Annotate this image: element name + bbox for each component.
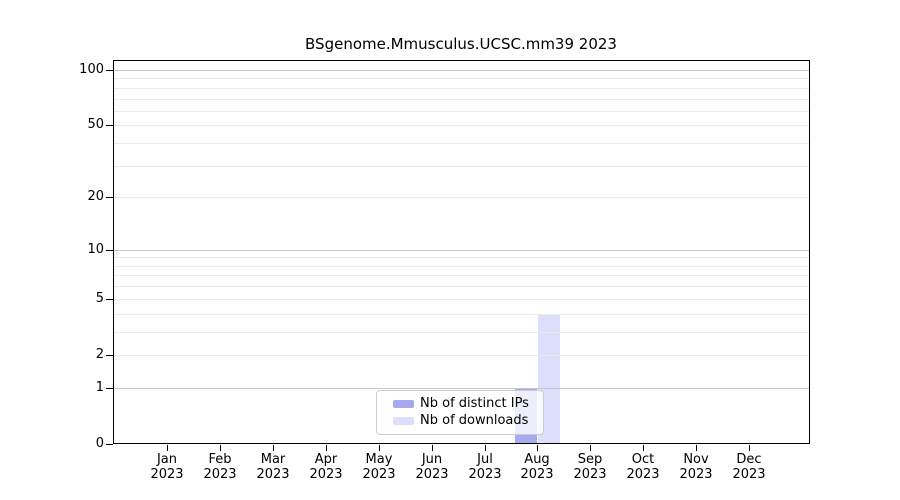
x-tick-label: Aug 2023 bbox=[507, 452, 567, 482]
x-tick bbox=[379, 445, 380, 451]
y-tick bbox=[106, 355, 113, 356]
x-tick-label: Dec 2023 bbox=[719, 452, 779, 482]
legend-swatch bbox=[393, 417, 414, 426]
x-tick-label: Nov 2023 bbox=[666, 452, 726, 482]
y-tick-label: 50 bbox=[87, 117, 104, 132]
x-tick-label: Mar 2023 bbox=[243, 452, 303, 482]
x-tick bbox=[749, 445, 750, 451]
legend-swatch bbox=[393, 399, 414, 408]
x-tick-month: Jan bbox=[156, 452, 178, 467]
y-tick bbox=[106, 125, 113, 126]
major-gridline bbox=[114, 388, 809, 389]
x-tick bbox=[326, 445, 327, 451]
x-tick-year: 2023 bbox=[203, 467, 237, 482]
x-tick bbox=[432, 445, 433, 451]
legend-item: Nb of distinct IPs bbox=[393, 396, 535, 412]
x-tick-month: Mar bbox=[260, 452, 286, 467]
x-tick-label: Jan 2023 bbox=[137, 452, 197, 482]
minor-gridline bbox=[114, 355, 809, 356]
x-tick bbox=[273, 445, 274, 451]
x-tick-year: 2023 bbox=[573, 467, 607, 482]
x-tick-month: Jun bbox=[421, 452, 443, 467]
y-tick bbox=[106, 197, 113, 198]
major-gridline bbox=[114, 250, 809, 251]
legend: Nb of distinct IPs Nb of downloads bbox=[376, 390, 544, 435]
minor-gridline bbox=[114, 332, 809, 333]
minor-gridline bbox=[114, 143, 809, 144]
minor-gridline bbox=[114, 275, 809, 276]
y-tick bbox=[106, 299, 113, 300]
y-tick-label: 100 bbox=[79, 62, 104, 77]
y-tick-label: 0 bbox=[95, 436, 104, 451]
y-tick-label: 2 bbox=[95, 347, 104, 362]
y-tick bbox=[106, 250, 113, 251]
x-tick-label: May 2023 bbox=[349, 452, 409, 482]
plot-frame bbox=[113, 60, 810, 444]
minor-gridline bbox=[114, 299, 809, 300]
y-tick-label: 5 bbox=[95, 291, 104, 306]
x-tick-label: Apr 2023 bbox=[296, 452, 356, 482]
x-tick-label: Sep 2023 bbox=[560, 452, 620, 482]
x-tick-year: 2023 bbox=[468, 467, 502, 482]
x-tick-month: Sep bbox=[577, 452, 603, 467]
x-tick-year: 2023 bbox=[732, 467, 766, 482]
minor-gridline bbox=[114, 99, 809, 100]
x-tick bbox=[485, 445, 486, 451]
major-gridline bbox=[114, 70, 809, 71]
x-tick-year: 2023 bbox=[626, 467, 660, 482]
minor-gridline bbox=[114, 197, 809, 198]
x-tick bbox=[220, 445, 221, 451]
x-tick-month: Dec bbox=[736, 452, 762, 467]
x-tick-year: 2023 bbox=[362, 467, 396, 482]
x-tick bbox=[590, 445, 591, 451]
x-tick bbox=[167, 445, 168, 451]
x-tick-month: Oct bbox=[631, 452, 655, 467]
y-tick-label: 10 bbox=[87, 242, 104, 257]
y-tick-label: 1 bbox=[95, 380, 104, 395]
legend-label: Nb of downloads bbox=[420, 413, 529, 429]
x-tick-year: 2023 bbox=[309, 467, 343, 482]
x-tick-month: May bbox=[365, 452, 393, 467]
x-tick-year: 2023 bbox=[256, 467, 290, 482]
minor-gridline bbox=[114, 78, 809, 79]
minor-gridline bbox=[114, 314, 809, 315]
x-tick-label: Jun 2023 bbox=[402, 452, 462, 482]
x-tick-label: Oct 2023 bbox=[613, 452, 673, 482]
x-tick-month: Nov bbox=[683, 452, 709, 467]
minor-gridline bbox=[114, 266, 809, 267]
minor-gridline bbox=[114, 286, 809, 287]
x-tick-month: Aug bbox=[524, 452, 550, 467]
y-tick bbox=[106, 70, 113, 71]
x-tick bbox=[696, 445, 697, 451]
y-tick-label: 20 bbox=[87, 189, 104, 204]
minor-gridline bbox=[114, 166, 809, 167]
x-tick-month: Feb bbox=[208, 452, 232, 467]
chart-title: BSgenome.Mmusculus.UCSC.mm39 2023 bbox=[305, 35, 617, 53]
legend-label: Nb of distinct IPs bbox=[420, 395, 529, 411]
x-tick-label: Jul 2023 bbox=[455, 452, 515, 482]
x-tick-year: 2023 bbox=[150, 467, 184, 482]
x-tick-year: 2023 bbox=[415, 467, 449, 482]
minor-gridline bbox=[114, 88, 809, 89]
x-tick-year: 2023 bbox=[679, 467, 713, 482]
x-tick-month: Jul bbox=[477, 452, 493, 467]
x-tick-label: Feb 2023 bbox=[190, 452, 250, 482]
minor-gridline bbox=[114, 111, 809, 112]
legend-item: Nb of downloads bbox=[393, 413, 535, 429]
x-tick-year: 2023 bbox=[520, 467, 554, 482]
minor-gridline bbox=[114, 125, 809, 126]
x-tick bbox=[537, 445, 538, 451]
x-tick-month: Apr bbox=[314, 452, 338, 467]
y-tick bbox=[106, 444, 113, 445]
y-tick bbox=[106, 388, 113, 389]
minor-gridline bbox=[114, 257, 809, 258]
x-tick bbox=[643, 445, 644, 451]
